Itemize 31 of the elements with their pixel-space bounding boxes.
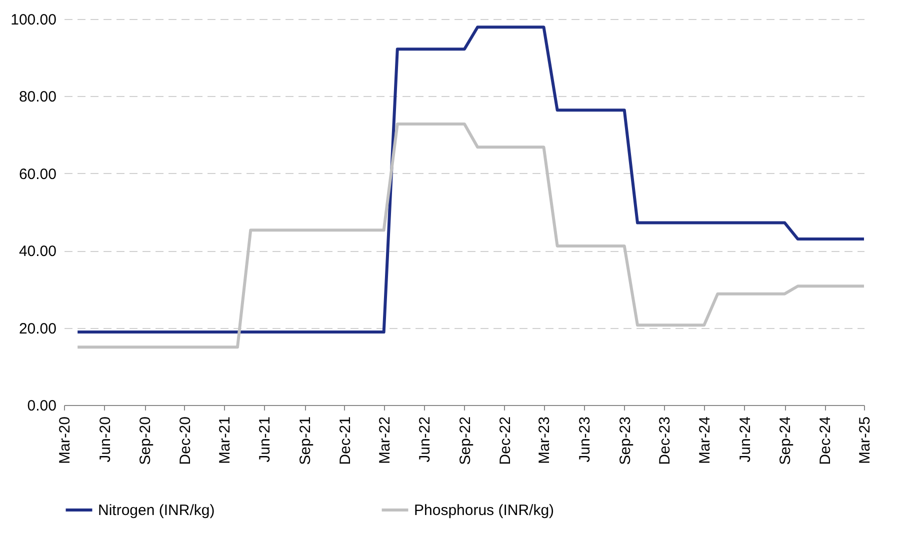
legend-label: Nitrogen (INR/kg) — [98, 502, 215, 519]
x-tick-label: Jun-24 — [736, 416, 754, 462]
x-tick-label: Jun-23 — [576, 416, 594, 462]
x-tick-label: Jun-22 — [416, 416, 434, 462]
legend-label: Phosphorus (INR/kg) — [414, 502, 554, 519]
y-tick-label: 0.00 — [27, 398, 56, 414]
y-tick-label: 20.00 — [18, 320, 56, 338]
x-tick-label: Mar-24 — [696, 416, 714, 464]
x-tick-label: Mar-21 — [216, 416, 234, 464]
x-tick-label: Sep-22 — [456, 416, 474, 465]
x-tick-label: Sep-24 — [777, 416, 794, 465]
x-tick-label: Jun-20 — [96, 416, 114, 462]
x-tick-label: Dec-21 — [336, 416, 354, 465]
x-tick-label: Dec-20 — [176, 416, 194, 465]
x-tick-label: Sep-23 — [616, 416, 634, 465]
y-tick-label: 40.00 — [18, 243, 56, 260]
y-tick-label: 100.00 — [10, 12, 56, 28]
x-tick-label: Dec-24 — [817, 416, 834, 465]
line-series — [76, 122, 864, 349]
x-tick-label: Jun-21 — [256, 416, 274, 462]
x-tick-label: Mar-23 — [536, 416, 554, 464]
x-tick-label: Sep-21 — [297, 416, 314, 465]
x-tick-label: Dec-23 — [656, 416, 674, 465]
x-tick-label: Dec-22 — [496, 416, 514, 465]
y-tick-label: 60.00 — [18, 166, 56, 183]
x-tick-label: Sep-20 — [137, 416, 154, 465]
x-tick-label: Mar-20 — [56, 416, 74, 464]
x-tick-label: Mar-22 — [376, 416, 394, 464]
y-tick-label: 80.00 — [18, 88, 56, 106]
line-series — [76, 26, 864, 334]
x-tick-label: Mar-25 — [856, 416, 874, 464]
